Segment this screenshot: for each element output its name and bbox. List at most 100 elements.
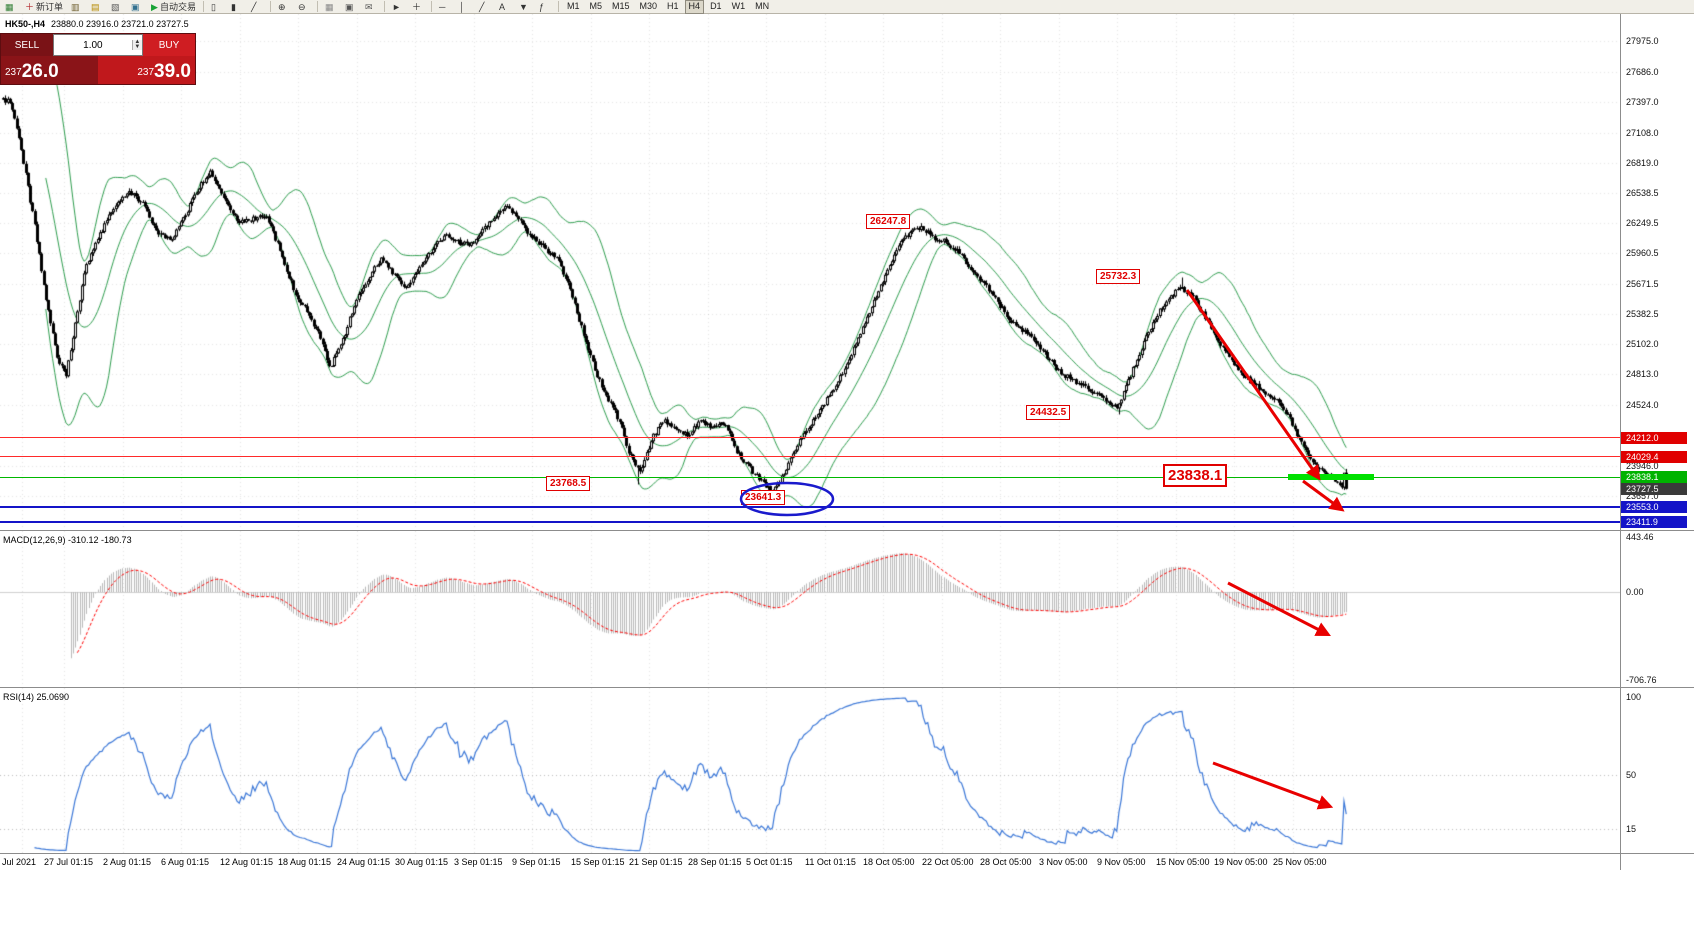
autotrading-button[interactable]: ▶ 自动交易	[148, 0, 199, 14]
indicators-icon: ƒ	[538, 1, 544, 12]
time-axis-label: 28 Oct 05:00	[980, 857, 1032, 867]
sell-button[interactable]: SELL	[1, 34, 53, 56]
horizontal-line-object[interactable]	[0, 476, 1620, 478]
new-order-button-label: 新订单	[36, 1, 64, 12]
price-annotation-label[interactable]: 23838.1	[1163, 464, 1228, 487]
new-order-button[interactable]: ＋新订单	[22, 0, 66, 14]
main-toolbar: ▦ ＋新订单 ▥ ▤ ▧ ▣ ▶ 自动交易 ▯ ▮ ╱ ⊕ ⊖ ▦ ▣ ✉ ► ＋ ─ │ ╱ A ▼ ƒ M1 M5 M15 M30…	[0, 0, 1694, 14]
crosshair-tool-icon: ＋	[411, 1, 421, 12]
volume-stepper[interactable]: ▲ ▼	[131, 39, 142, 50]
horizontal-line-object[interactable]	[0, 506, 1620, 509]
timeframe-m30-button[interactable]: M30	[639, 0, 658, 11]
timeframe-d1-button[interactable]: D1	[710, 0, 722, 11]
price-tick: 26819.0	[1626, 157, 1659, 168]
panel-separator[interactable]	[0, 530, 1694, 531]
main-chart-canvas[interactable]	[0, 14, 1620, 530]
indicators-button[interactable]: ƒ	[536, 0, 554, 14]
price-annotation-label[interactable]: 24432.5	[1026, 405, 1071, 420]
bars-chart-button[interactable]: ▯	[208, 0, 226, 14]
volume-input[interactable]	[54, 38, 132, 52]
arrange-windows-icon: ▣	[344, 1, 354, 12]
autotrading-icon: ▶	[151, 1, 158, 12]
rsi-panel-canvas[interactable]	[0, 688, 1620, 853]
grid-button[interactable]: ▦	[322, 0, 340, 14]
support-highlight-bar[interactable]	[1288, 474, 1374, 480]
time-axis-label: 9 Sep 01:15	[512, 857, 561, 867]
text-tool-button[interactable]: A	[496, 0, 514, 14]
price-tick: 23946.0	[1626, 460, 1659, 471]
buy-price-prefix: 237	[137, 67, 155, 78]
vline-tool-button[interactable]: │	[456, 0, 474, 14]
vline-tool-icon: │	[458, 1, 465, 12]
panel-separator[interactable]	[0, 687, 1694, 688]
volume-down-icon[interactable]: ▼	[132, 44, 142, 50]
toolbar-separator	[430, 1, 432, 12]
candles-chart-button[interactable]: ▮	[228, 0, 246, 14]
time-axis-label: 3 Nov 05:00	[1039, 857, 1088, 867]
sell-price[interactable]: 237 26.0	[1, 56, 98, 84]
sell-price-prefix: 237	[5, 67, 22, 78]
zoom-out-button[interactable]: ⊖	[295, 0, 313, 14]
price-annotation-label[interactable]: 26247.8	[866, 214, 911, 229]
data-window-button[interactable]: ▧	[108, 0, 126, 14]
price-tag-red: 24029.4	[1621, 450, 1687, 463]
hline-tool-button[interactable]: ─	[436, 0, 454, 14]
macd-scale-tick: 0.00	[1626, 587, 1644, 597]
timeframe-h4-button[interactable]: H4	[684, 0, 705, 14]
timeframe-h1-button[interactable]: H1	[667, 0, 679, 11]
zoom-in-button[interactable]: ⊕	[275, 0, 293, 14]
new-chart-button[interactable]: ▦	[2, 0, 20, 14]
time-axis-label: 6 Aug 01:15	[161, 857, 210, 867]
macd-scale-tick: 443.46	[1626, 531, 1654, 542]
horizontal-line-object[interactable]	[0, 456, 1620, 458]
time-axis-label: 15 Sep 01:15	[571, 857, 625, 867]
timeframe-m5-button[interactable]: M5	[589, 0, 602, 11]
time-axis-label: 11 Oct 01:15	[805, 857, 856, 867]
navigator-icon: ▣	[131, 1, 140, 12]
rsi-scale-tick: 100	[1626, 692, 1642, 702]
buy-price[interactable]: 237 39.0	[98, 56, 195, 84]
arrows-tool-icon: ▼	[518, 1, 528, 12]
price-annotation-label[interactable]: 23641.3	[741, 490, 786, 505]
new-mail-button[interactable]: ✉	[362, 0, 380, 14]
price-tick: 26249.5	[1626, 218, 1659, 228]
autotrading-button-label: 自动交易	[159, 1, 196, 12]
volume-up-icon[interactable]: ▲	[132, 39, 142, 45]
time-axis-label: 5 Oct 01:15	[746, 857, 793, 867]
line-chart-button[interactable]: ╱	[248, 0, 266, 14]
timeframe-m1-button[interactable]: M1	[566, 0, 580, 11]
price-annotation-label[interactable]: 25732.3	[1096, 269, 1141, 284]
timeframe-mn-button[interactable]: MN	[755, 0, 770, 11]
trendline-tool-button[interactable]: ╱	[476, 0, 494, 14]
crosshair-tool-button[interactable]: ＋	[409, 0, 427, 14]
timeframe-m15-button[interactable]: M15	[612, 0, 630, 11]
timeframe-w1-button[interactable]: W1	[731, 0, 746, 11]
navigator-button[interactable]: ▣	[128, 0, 146, 14]
time-axis[interactable]: Jul 2021 27 Jul 01:15 2 Aug 01:15 6 Aug 01:…	[0, 854, 1694, 871]
toolbar-separator	[202, 1, 204, 12]
time-axis-label: 12 Aug 01:15	[220, 857, 274, 867]
macd-panel-canvas[interactable]	[0, 531, 1620, 687]
price-tick: 23657.0	[1626, 491, 1659, 502]
price-tag-dark: 23727.5	[1621, 482, 1687, 495]
buy-button[interactable]: BUY	[143, 34, 195, 56]
arrows-tool-button[interactable]: ▼	[516, 0, 534, 14]
cursor-tool-button[interactable]: ►	[389, 0, 407, 14]
price-tick: 27975.0	[1626, 36, 1659, 47]
time-axis-label: 15 Nov 05:00	[1156, 857, 1210, 867]
market-watch-icon: ▤	[91, 1, 100, 12]
rsi-label: RSI(14) 25.0690	[3, 692, 70, 702]
profiles-icon: ▥	[71, 1, 80, 12]
time-axis-label: 27 Jul 01:15	[44, 857, 94, 867]
rsi-scale-tick: 50	[1626, 769, 1637, 780]
horizontal-line-object[interactable]	[0, 521, 1620, 524]
time-axis-label: 28 Sep 01:15	[688, 857, 742, 867]
horizontal-line-object[interactable]	[0, 437, 1620, 439]
toolbar-separator	[383, 1, 385, 12]
time-axis-label: 22 Oct 05:00	[922, 857, 974, 867]
arrange-windows-button[interactable]: ▣	[342, 0, 360, 14]
time-axis-label: 3 Sep 01:15	[454, 857, 503, 867]
profiles-button[interactable]: ▥	[68, 0, 86, 14]
price-annotation-label[interactable]: 23768.5	[546, 476, 591, 491]
market-watch-button[interactable]: ▤	[88, 0, 106, 14]
